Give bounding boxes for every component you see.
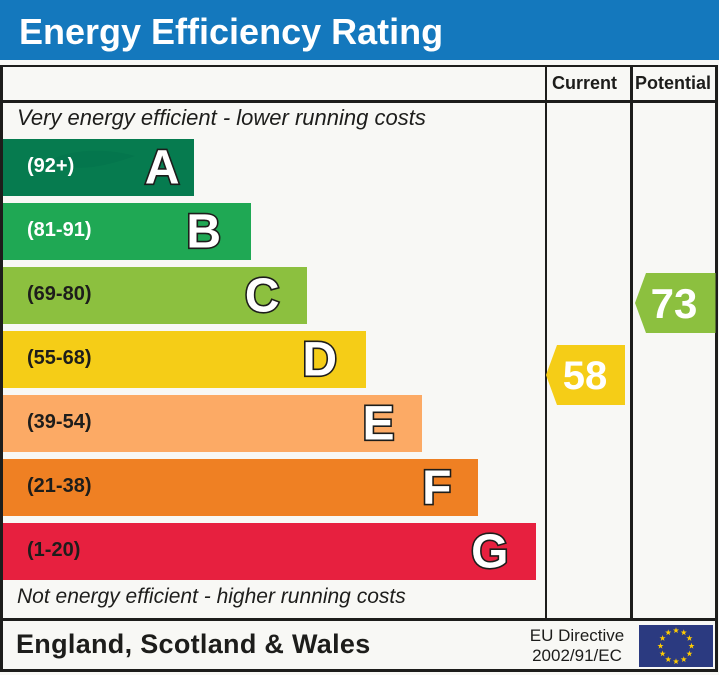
svg-text:E: E [362,398,394,451]
svg-text:58: 58 [563,354,608,398]
svg-text:A: A [145,142,180,195]
svg-text:73: 73 [651,280,698,327]
svg-text:F: F [422,462,451,515]
svg-text:C: C [245,270,280,323]
svg-text:D: D [302,334,337,387]
svg-text:G: G [471,526,508,579]
svg-text:B: B [186,206,221,259]
